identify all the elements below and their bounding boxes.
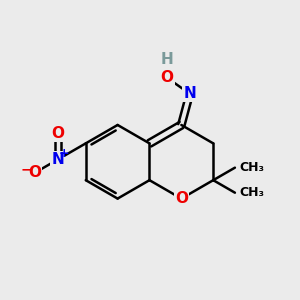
Text: O: O bbox=[28, 165, 41, 180]
Text: −: − bbox=[21, 162, 32, 176]
Text: O: O bbox=[175, 191, 188, 206]
Text: O: O bbox=[51, 126, 64, 141]
Text: N: N bbox=[51, 152, 64, 167]
Text: CH₃: CH₃ bbox=[239, 186, 264, 199]
Text: +: + bbox=[59, 147, 70, 160]
Text: O: O bbox=[160, 70, 173, 85]
Text: CH₃: CH₃ bbox=[239, 161, 264, 174]
Text: N: N bbox=[183, 86, 196, 101]
Text: H: H bbox=[160, 52, 173, 68]
